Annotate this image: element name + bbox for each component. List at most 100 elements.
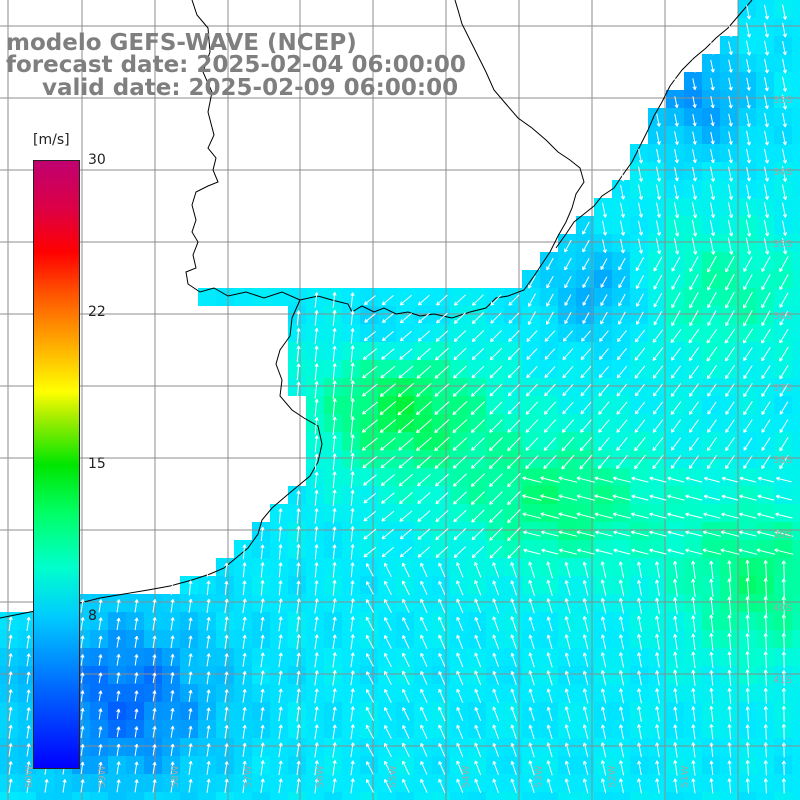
wind-cell [666, 522, 684, 540]
wind-cell [756, 756, 774, 774]
wind-arrow [743, 256, 753, 272]
wind-arrow [616, 437, 628, 451]
wind-arrow [206, 616, 211, 631]
wind-arrow [612, 512, 631, 519]
wind-cell [540, 414, 558, 432]
wind-arrow [691, 669, 696, 686]
wind-arrow [673, 760, 678, 776]
wind-cell [450, 378, 468, 396]
wind-cell [522, 540, 540, 558]
wind-arrow [709, 724, 714, 740]
wind-cell [702, 756, 720, 774]
wind-cell [288, 504, 306, 522]
wind-arrow [471, 527, 485, 541]
wind-arrow [170, 761, 175, 775]
wind-arrow [26, 761, 31, 775]
wind-cell [612, 522, 630, 540]
wind-arrow [296, 310, 301, 326]
wind-cell [234, 738, 252, 756]
wind-arrow [170, 635, 175, 649]
wind-arrow [350, 416, 355, 436]
wind-cell [486, 486, 504, 504]
wind-arrow [380, 437, 396, 451]
wind-cell [324, 702, 342, 720]
wind-arrow [774, 548, 794, 555]
wind-arrow [362, 401, 378, 415]
wind-arrow [727, 614, 732, 634]
wind-cell [558, 540, 576, 558]
wind-arrow [398, 365, 414, 379]
wind-arrow [510, 580, 517, 596]
wind-cell [486, 432, 504, 450]
wind-cell [738, 666, 756, 684]
wind-arrow [727, 706, 732, 722]
wind-cell [18, 720, 36, 738]
wind-cell [630, 414, 648, 432]
wind-cell [288, 684, 306, 702]
wind-cell [720, 306, 738, 324]
wind-arrow [774, 530, 794, 537]
wind-cell [360, 504, 378, 522]
wind-arrow [170, 617, 175, 631]
wind-cell [792, 792, 800, 800]
wind-arrow [782, 76, 787, 92]
wind-arrow [456, 562, 464, 578]
wind-cell [342, 522, 360, 540]
wind-arrow [528, 293, 536, 307]
wind-cell [36, 792, 54, 800]
wind-arrow [420, 562, 428, 578]
valid-date: valid date: 2025-02-09 06:00:00 [42, 75, 459, 101]
wind-arrow [746, 40, 751, 56]
wind-arrow [725, 401, 735, 415]
wind-arrow [710, 166, 715, 182]
wind-arrow [314, 508, 319, 524]
wind-cell [774, 702, 792, 720]
wind-arrow [314, 453, 319, 471]
wind-arrow [384, 652, 392, 667]
wind-arrow [314, 471, 319, 488]
wind-arrow [582, 580, 589, 596]
wind-arrow [116, 617, 121, 630]
wind-arrow [600, 688, 607, 704]
wind-cell [162, 756, 180, 774]
wind-cell [756, 468, 774, 486]
wind-arrow [26, 778, 31, 793]
wind-cell [576, 342, 594, 360]
wind-cell [324, 306, 342, 324]
wind-arrow [363, 492, 377, 504]
wind-arrow [728, 22, 733, 38]
wind-cell [216, 738, 234, 756]
wind-cell [324, 666, 342, 684]
wind-arrow [379, 419, 397, 433]
wind-arrow [631, 476, 649, 483]
wind-arrow [600, 724, 607, 740]
wind-cell [702, 468, 720, 486]
wind-cell [612, 432, 630, 450]
wind-cell [792, 558, 800, 576]
wind-cell [180, 792, 198, 800]
wind-cell [450, 432, 468, 450]
wind-arrow [80, 707, 85, 720]
wind-cell [720, 774, 738, 792]
wind-arrow [456, 724, 464, 739]
wind-arrow [763, 237, 770, 255]
wind-arrow [492, 724, 500, 740]
wind-arrow [691, 688, 696, 704]
wind-cell [648, 792, 666, 800]
wind-arrow [362, 365, 378, 379]
wind-cell [360, 594, 378, 612]
wind-cell [540, 270, 558, 288]
wind-cell [648, 504, 666, 522]
wind-arrow [528, 561, 536, 579]
wind-arrow [242, 544, 247, 560]
wind-arrow [242, 760, 247, 775]
wind-arrow [260, 544, 265, 560]
wind-arrow [674, 184, 679, 200]
wind-arrow [763, 778, 768, 794]
wind-cell [54, 774, 72, 792]
wind-cell [756, 486, 774, 504]
wind-cell [306, 648, 324, 666]
wind-arrow [332, 760, 337, 776]
wind-cell [414, 522, 432, 540]
wind-arrow [98, 672, 103, 684]
